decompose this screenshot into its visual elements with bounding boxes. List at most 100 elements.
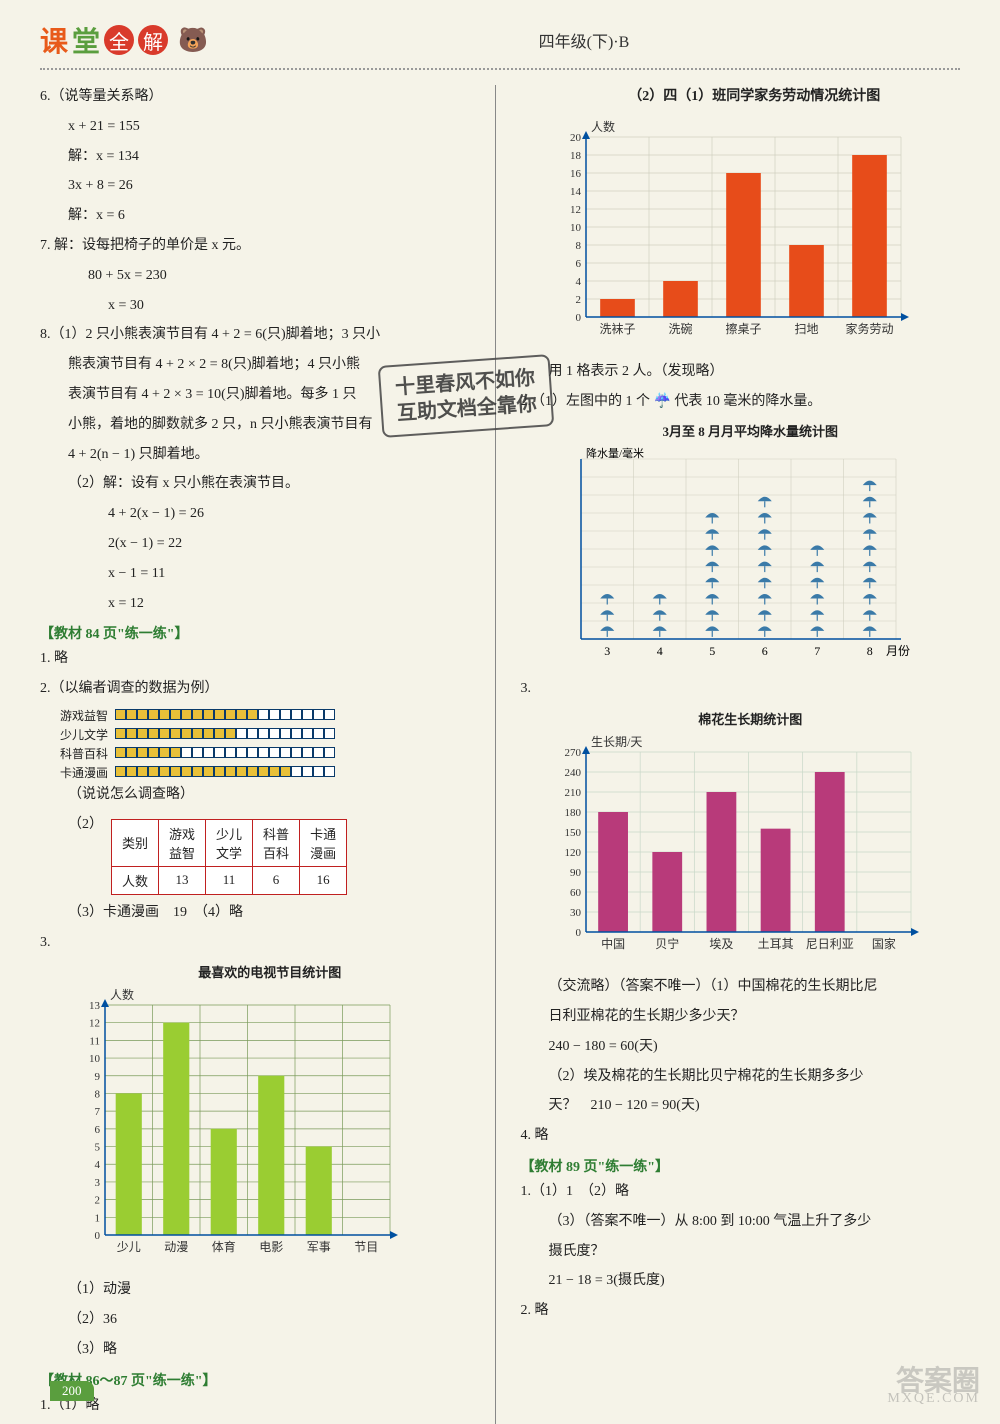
- svg-text:2: 2: [95, 1195, 101, 1207]
- r2-header: （2）四（1）班同学家务劳动情况统计图: [521, 85, 961, 109]
- svg-text:9: 9: [95, 1071, 101, 1083]
- svg-text:4: 4: [575, 276, 581, 288]
- survey-label: 卡通漫画: [60, 764, 115, 781]
- s89-q1: 1.（1）1 （2）略: [521, 1180, 961, 1204]
- svg-text:中国: 中国: [601, 936, 625, 951]
- r3-note2: 日利亚棉花的生长期少多少天？: [521, 1005, 961, 1029]
- survey-label: 少儿文学: [60, 726, 115, 743]
- q7-eq1: 80 + 5x = 230: [40, 264, 480, 288]
- title-jie: 解: [138, 25, 168, 55]
- s84-3-2: （2）36: [40, 1308, 480, 1332]
- svg-text:人数: 人数: [110, 987, 134, 1002]
- section-86: 【教材 86～87 页"练一练"】: [40, 1370, 480, 1390]
- svg-text:0: 0: [95, 1230, 101, 1242]
- s84-3-3: （3）略: [40, 1338, 480, 1362]
- q8-line1: 8.（1）2 只小熊表演节目有 4 + 2 = 6(只)脚着地；3 只小: [40, 323, 480, 347]
- svg-text:2: 2: [575, 294, 581, 306]
- housework-bar-chart: 02468101214161820洗袜子洗碗擦桌子扫地家务劳动人数: [541, 117, 911, 347]
- svg-text:擦桌子: 擦桌子: [725, 322, 761, 336]
- svg-text:18: 18: [570, 150, 582, 162]
- svg-text:4: 4: [656, 644, 662, 658]
- r3-note1: （交流略）（答案不唯一）（1）中国棉花的生长期比尼: [521, 975, 961, 999]
- tv-chart-title: 最喜欢的电视节目统计图: [60, 962, 480, 981]
- s84-2-3: （3）卡通漫画 19 （4）略: [40, 901, 480, 925]
- svg-text:国家: 国家: [871, 936, 895, 951]
- svg-text:6: 6: [761, 644, 767, 658]
- svg-text:节目: 节目: [354, 1240, 378, 1254]
- right-column: （2）四（1）班同学家务劳动情况统计图 02468101214161820洗袜子…: [516, 85, 961, 1424]
- svg-text:13: 13: [89, 1000, 101, 1012]
- svg-text:体育: 体育: [212, 1239, 236, 1254]
- svg-text:4: 4: [95, 1160, 101, 1172]
- svg-text:8: 8: [575, 240, 581, 252]
- r-q4: 4. 略: [521, 1124, 961, 1148]
- s84-q1: 1. 略: [40, 647, 480, 671]
- svg-text:电影: 电影: [259, 1240, 283, 1254]
- r3-note4: 天？ 210 − 120 = 90(天): [521, 1094, 961, 1118]
- q6-sol1: 解：x = 134: [40, 145, 480, 169]
- r3-note3: （2）埃及棉花的生长期比贝宁棉花的生长期多多少: [521, 1065, 961, 1089]
- title-ke: 课: [40, 20, 68, 60]
- q6-eq2: 3x + 8 = 26: [40, 174, 480, 198]
- svg-text:0: 0: [575, 312, 581, 324]
- q6-sol2: 解：x = 6: [40, 204, 480, 228]
- svg-text:埃及: 埃及: [709, 937, 733, 951]
- survey-bar: [115, 747, 335, 759]
- stamp-overlay: 十里春风不如你 互助文档全靠你: [378, 354, 555, 438]
- r-q3: 3.: [521, 681, 532, 696]
- survey-row: 少儿文学: [60, 726, 480, 743]
- svg-text:8: 8: [866, 644, 872, 658]
- svg-text:11: 11: [89, 1036, 100, 1048]
- q8-line5: 4 + 2(n − 1) 只脚着地。: [40, 443, 480, 467]
- svg-text:20: 20: [570, 132, 582, 144]
- svg-text:5: 5: [95, 1142, 101, 1154]
- bear-icon: 🐻: [178, 26, 208, 55]
- svg-text:16: 16: [570, 168, 582, 180]
- svg-text:14: 14: [570, 186, 582, 198]
- r3-calc1: 240 − 180 = 60(天): [521, 1035, 961, 1059]
- svg-text:月份: 月份: [886, 644, 910, 658]
- survey-row: 科普百科: [60, 745, 480, 762]
- rainfall-chart-container: 3月至 8 月月平均降水量统计图 345678月份降水量/毫米: [541, 421, 961, 669]
- q6-header: 6.（说等量关系略）: [40, 85, 480, 109]
- title-quan: 全: [104, 25, 134, 55]
- survey-label: 游戏益智: [60, 707, 115, 724]
- header-subtitle: 四年级(下)·B: [208, 28, 960, 52]
- svg-text:60: 60: [570, 887, 582, 899]
- survey-chart: 游戏益智少儿文学科普百科卡通漫画: [40, 707, 480, 781]
- q8-line6: （2）解：设有 x 只小熊在表演节目。: [40, 472, 480, 496]
- svg-text:5: 5: [709, 644, 715, 658]
- survey-row: 游戏益智: [60, 707, 480, 724]
- svg-text:270: 270: [564, 747, 581, 759]
- svg-text:尼日利亚: 尼日利亚: [805, 937, 853, 951]
- svg-text:210: 210: [564, 787, 581, 799]
- svg-text:30: 30: [570, 907, 582, 919]
- svg-text:人数: 人数: [591, 119, 615, 134]
- survey-label: 科普百科: [60, 745, 115, 762]
- svg-text:家务劳动: 家务劳动: [845, 321, 893, 336]
- svg-text:生长期/天: 生长期/天: [591, 735, 642, 749]
- s84-note: （说说怎么调查略）: [40, 783, 480, 807]
- q8-line10: x = 12: [40, 592, 480, 616]
- svg-text:12: 12: [570, 204, 581, 216]
- svg-text:180: 180: [564, 807, 581, 819]
- svg-text:7: 7: [814, 644, 820, 658]
- survey-bar: [115, 728, 335, 740]
- svg-text:8: 8: [95, 1089, 101, 1101]
- svg-text:12: 12: [89, 1018, 100, 1030]
- svg-text:10: 10: [570, 222, 582, 234]
- q7-header: 7. 解：设每把椅子的单价是 x 元。: [40, 234, 480, 258]
- q8-line7: 4 + 2(x − 1) = 26: [40, 502, 480, 526]
- title-tang: 堂: [72, 20, 100, 60]
- s86-q1: 1.（1）略: [40, 1394, 480, 1418]
- s89-q1-3b: 摄氏度？: [521, 1240, 961, 1264]
- svg-text:0: 0: [575, 927, 581, 939]
- survey-bar: [115, 766, 335, 778]
- svg-text:土耳其: 土耳其: [757, 937, 793, 951]
- svg-text:降水量/毫米: 降水量/毫米: [586, 446, 644, 460]
- tv-bar-chart: 012345678910111213少儿动漫体育电影军事节目人数: [60, 985, 400, 1265]
- section-89: 【教材 89 页"练一练"】: [521, 1156, 961, 1176]
- survey-bar: [115, 709, 335, 721]
- s84-2-2: （2）: [40, 813, 103, 833]
- svg-text:贝宁: 贝宁: [655, 936, 679, 951]
